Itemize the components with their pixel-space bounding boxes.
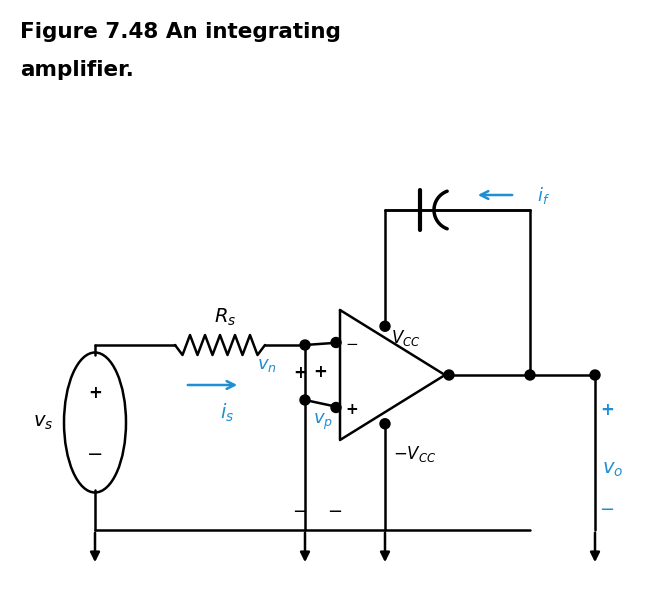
Text: −: − (327, 503, 343, 521)
Text: +: + (88, 384, 102, 402)
Text: $-V_{CC}$: $-V_{CC}$ (393, 444, 436, 464)
Text: −: − (345, 337, 358, 352)
Text: $v_s$: $v_s$ (33, 414, 53, 432)
Circle shape (590, 370, 600, 380)
Text: −: − (599, 501, 614, 519)
Text: −: − (87, 445, 103, 464)
Circle shape (331, 402, 341, 412)
Text: Figure 7.48 An integrating: Figure 7.48 An integrating (20, 22, 341, 42)
Circle shape (300, 395, 310, 405)
Circle shape (380, 419, 390, 429)
Circle shape (300, 340, 310, 350)
Text: $i_s$: $i_s$ (220, 402, 234, 424)
Text: $v_n$: $v_n$ (257, 356, 277, 374)
Text: +: + (313, 363, 327, 381)
Text: $v_o$: $v_o$ (602, 461, 624, 479)
Circle shape (525, 370, 535, 380)
Circle shape (380, 321, 390, 331)
Text: +: + (345, 402, 358, 417)
Text: +: + (600, 401, 614, 419)
Text: −: − (293, 503, 308, 521)
Circle shape (331, 337, 341, 348)
Text: +: + (293, 364, 307, 382)
Text: amplifier.: amplifier. (20, 60, 134, 80)
Text: $R_s$: $R_s$ (214, 306, 236, 327)
Circle shape (444, 370, 454, 380)
Text: $i_f$: $i_f$ (537, 185, 550, 205)
Text: $V_{CC}$: $V_{CC}$ (391, 328, 421, 348)
Text: $v_p$: $v_p$ (313, 412, 333, 432)
